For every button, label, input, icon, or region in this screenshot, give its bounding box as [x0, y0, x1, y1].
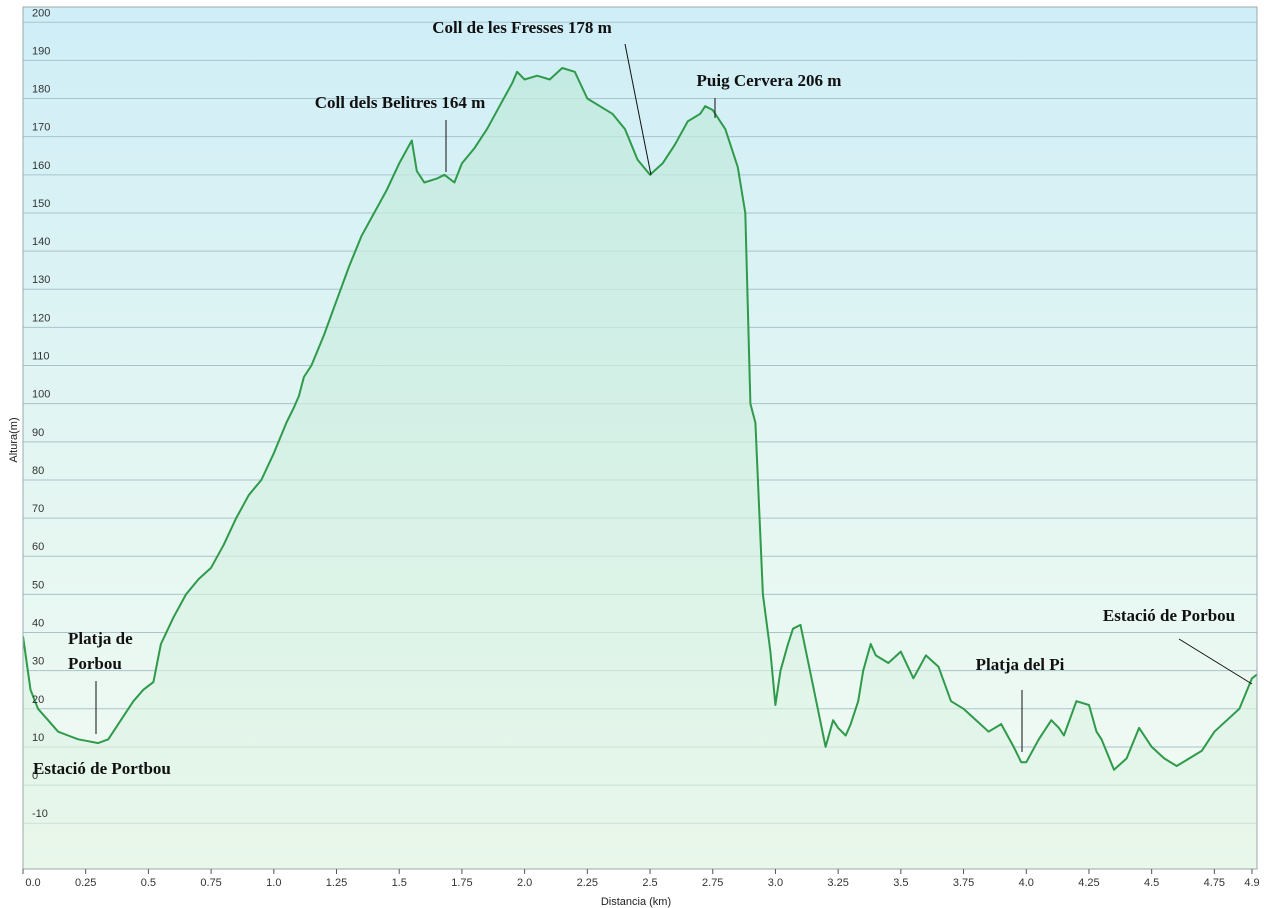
annotation-label: Porbou: [68, 654, 122, 673]
x-tick-label: 4.75: [1204, 877, 1225, 889]
elevation-area: [23, 68, 1257, 869]
x-tick-label: 1.0: [266, 877, 281, 889]
y-tick-label: 110: [32, 351, 50, 363]
x-tick-label: 0.0: [25, 877, 40, 889]
y-tick-label: 0: [32, 770, 38, 782]
x-tick-label: 2.0: [517, 877, 532, 889]
x-tick-label: 2.5: [642, 877, 657, 889]
y-tick-label: 170: [32, 122, 50, 134]
x-axis-label: Distancia (km): [601, 896, 671, 908]
plot-frame: [22, 6, 1258, 870]
y-tick-label: 140: [32, 236, 50, 248]
y-tick-label: 90: [32, 427, 44, 439]
x-axis: 0.0 0.25 0.5 0.75 1.0 1.25 1.5 1.75 2.0 2.25 2.5 2.…: [22, 869, 1260, 889]
x-tick-label: 3.75: [953, 877, 974, 889]
x-tick-label: 1.75: [451, 877, 472, 889]
annotation-label: Platja de: [68, 629, 133, 648]
y-tick-label: 100: [32, 389, 50, 401]
y-tick-label: 180: [32, 84, 50, 96]
x-tick-label: 4.5: [1144, 877, 1159, 889]
annotation-leader: [1178, 638, 1253, 685]
y-tick-label: 200: [32, 7, 50, 19]
x-tick-label: 3.25: [827, 877, 848, 889]
x-tick-label: 4.9: [1244, 877, 1259, 889]
x-tick-label: 4.25: [1078, 877, 1099, 889]
x-tick-label: 3.5: [893, 877, 908, 889]
y-tick-label: 40: [32, 618, 44, 630]
y-tick-label: 70: [32, 503, 44, 515]
x-tick-label: 0.25: [75, 877, 96, 889]
y-tick-label: 130: [32, 274, 50, 286]
y-tick-label: 120: [32, 312, 50, 324]
x-tick-label: 0.75: [200, 877, 221, 889]
elevation-line: [23, 67, 1257, 771]
y-tick-label: 30: [32, 656, 44, 668]
x-tick-label: 2.75: [702, 877, 723, 889]
x-tick-label: 2.25: [577, 877, 598, 889]
y-tick-label: 10: [32, 732, 44, 744]
y-axis: -10 0 10 20 30 40 50 60 70 80 90 100 110 120 130 140 150…: [32, 7, 50, 820]
annotation-label: Estació de Portbou: [33, 759, 171, 778]
y-tick-label: 160: [32, 160, 50, 172]
y-tick-label: -10: [32, 808, 48, 820]
annotation-label: Estació de Porbou: [1103, 606, 1235, 625]
y-tick-label: 60: [32, 541, 44, 553]
y-tick-label: 20: [32, 694, 44, 706]
y-tick-label: 50: [32, 579, 44, 591]
annotation-label: Puig Cervera 206 m: [697, 71, 842, 90]
annotations: Coll de les Fresses 178 m Puig Cervera 20…: [33, 18, 1253, 778]
x-tick-label: 1.25: [326, 877, 347, 889]
annotation-label: Platja del Pi: [976, 655, 1065, 674]
x-tick-label: 1.5: [392, 877, 407, 889]
x-tick-label: 4.0: [1019, 877, 1034, 889]
y-tick-label: 190: [32, 45, 50, 57]
annotation-label: Coll dels Belitres 164 m: [315, 93, 486, 112]
annotation-label: Coll de les Fresses 178 m: [432, 18, 612, 37]
x-tick-label: 0.5: [141, 877, 156, 889]
y-tick-label: 150: [32, 198, 50, 210]
annotation-leader: [624, 43, 652, 176]
y-axis-label: Altura(m): [8, 417, 20, 462]
x-tick-label: 3.0: [768, 877, 783, 889]
y-tick-label: 80: [32, 465, 44, 477]
